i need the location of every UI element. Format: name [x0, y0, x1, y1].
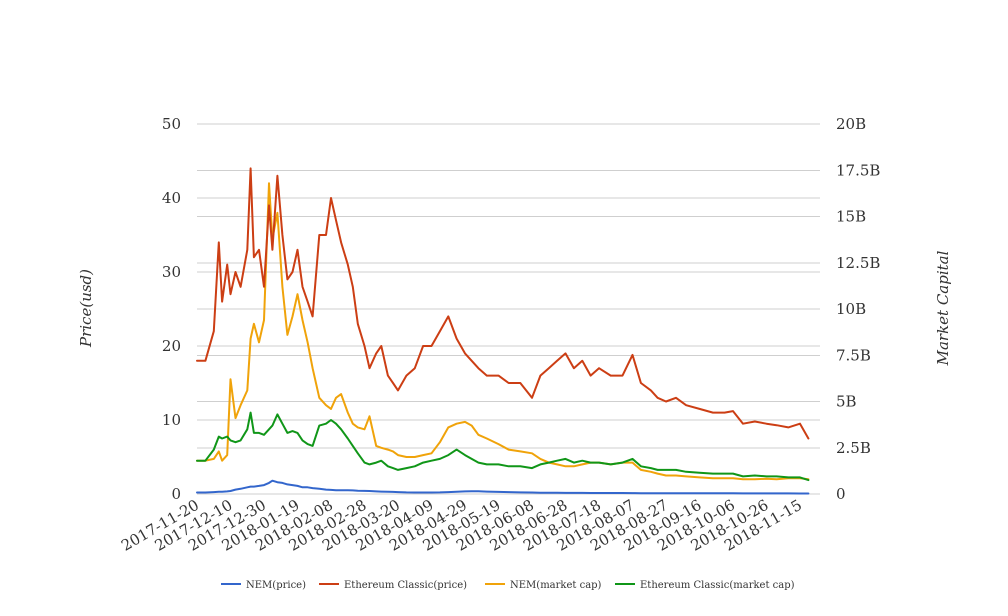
- y2-tick-label: 0: [836, 485, 846, 503]
- legend-label: Ethereum Classic(price): [344, 580, 467, 591]
- left-axis-ticks: 0 10 20 30 40 50: [162, 115, 181, 503]
- right-axis-ticks: 0 2.5B 5B 7.5B 10B 12.5B 15B 17.5B 20B: [836, 115, 880, 503]
- y-tick-label: 30: [162, 263, 181, 281]
- y2-tick-label: 17.5B: [836, 161, 880, 179]
- y2-tick-label: 10B: [836, 300, 866, 318]
- series-group: [196, 167, 810, 495]
- y2-tick-label: 15B: [836, 208, 866, 226]
- y-axis-title: Price(usd): [77, 269, 95, 348]
- series-line-ethereum-classic-price: [196, 167, 810, 440]
- y-tick-label: 40: [162, 189, 181, 207]
- legend-label: NEM(price): [246, 580, 306, 591]
- y2-tick-label: 7.5B: [836, 346, 871, 364]
- y-tick-label: 50: [162, 115, 181, 133]
- x-axis-ticks: 2017-11-202017-12-102017-12-302018-01-19…: [118, 496, 805, 555]
- grid: [197, 123, 820, 495]
- y2-axis-title: Market Capital: [934, 250, 952, 366]
- y2-tick-label: 20B: [836, 115, 866, 133]
- y2-tick-label: 2.5B: [836, 439, 871, 457]
- series-line-ethereum-classic-market-cap: [196, 411, 810, 482]
- y-tick-label: 10: [162, 411, 181, 429]
- legend-label: NEM(market cap): [510, 580, 602, 591]
- y2-tick-label: 5B: [836, 393, 857, 411]
- series-line-nem-market-cap: [196, 182, 810, 481]
- y-tick-label: 0: [171, 485, 181, 503]
- y2-tick-label: 12.5B: [836, 254, 880, 272]
- series-line-nem-price: [196, 479, 810, 495]
- y-tick-label: 20: [162, 337, 181, 355]
- legend-label: Ethereum Classic(market cap): [640, 580, 795, 591]
- legend: NEM(price) Ethereum Classic(price) NEM(mar…: [221, 580, 795, 591]
